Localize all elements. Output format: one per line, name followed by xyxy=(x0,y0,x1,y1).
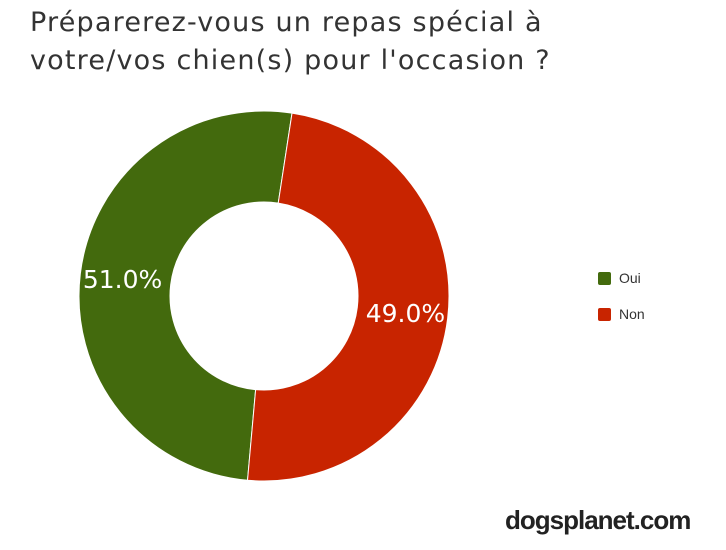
slice-label-non: 49.0% xyxy=(366,299,445,328)
legend-label-non: Non xyxy=(619,306,645,322)
legend-swatch-non xyxy=(598,307,611,321)
chart-title: Préparerez-vous un repas spécial à votre… xyxy=(30,7,551,76)
watermark-logo: dogsplanet.com xyxy=(505,505,691,535)
slice-non[interactable] xyxy=(246,112,450,482)
slice-oui[interactable] xyxy=(78,110,293,481)
legend-swatch-oui xyxy=(598,271,611,285)
legend-item-oui[interactable]: Oui xyxy=(598,268,645,288)
legend: Oui Non xyxy=(598,268,645,340)
legend-label-oui: Oui xyxy=(619,270,641,286)
legend-item-non[interactable]: Non xyxy=(598,304,645,324)
slice-label-oui: 51.0% xyxy=(83,265,162,294)
